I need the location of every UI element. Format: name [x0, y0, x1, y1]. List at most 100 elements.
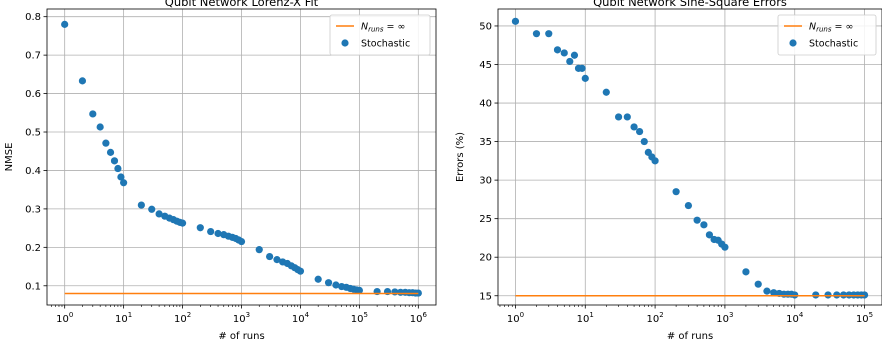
stochastic-point [623, 113, 631, 121]
x-tick-exponent: 0 [69, 311, 73, 319]
legend-label: Nruns = ∞ [361, 22, 405, 34]
x-tick-exponent: 4 [305, 311, 310, 319]
x-tick-base: 10 [507, 314, 520, 325]
y-tick-label: 40 [479, 99, 492, 110]
x-tick-label: 100 [507, 311, 524, 325]
x-tick-label: 104 [292, 311, 310, 325]
legend-label-main: N [361, 22, 368, 33]
x-tick-base: 10 [856, 314, 869, 325]
stochastic-point [578, 64, 586, 72]
legend-label-tail: = ∞ [832, 22, 854, 33]
x-tick-base: 10 [56, 314, 69, 325]
x-tick-base: 10 [786, 314, 799, 325]
stochastic-point [155, 210, 163, 218]
y-tick-label: 20 [479, 253, 492, 264]
stochastic-point [630, 123, 638, 131]
stochastic-point [824, 291, 832, 299]
y-tick-label: 0.4 [25, 166, 41, 177]
stochastic-point [754, 280, 762, 288]
stochastic-point [255, 246, 263, 254]
stochastic-point [839, 291, 848, 299]
y-tick-label: 35 [479, 137, 492, 148]
stochastic-point [700, 221, 708, 229]
legend-label: Stochastic [809, 39, 858, 50]
stochastic-point [636, 127, 644, 136]
stochastic-point [314, 275, 322, 283]
stochastic-point [324, 279, 333, 287]
chart-title: Qubit Network Lorenz-X Fit [165, 0, 319, 9]
y-tick-label: 0.2 [25, 243, 41, 254]
stochastic-point [237, 237, 246, 246]
stochastic-point [117, 173, 125, 181]
x-tick-base: 10 [174, 314, 187, 325]
stochastic-point [812, 291, 820, 299]
stochastic-point [532, 30, 541, 38]
y-tick-label: 50 [479, 21, 492, 32]
x-tick-base: 10 [410, 314, 423, 325]
stochastic-point [602, 88, 610, 96]
stochastic-point [266, 252, 274, 261]
stochastic-point [511, 17, 520, 25]
stochastic-point [742, 268, 750, 276]
stochastic-point [214, 229, 222, 238]
stochastic-point [296, 267, 305, 275]
x-tick-base: 10 [233, 314, 246, 325]
y-tick-label: 30 [479, 176, 492, 187]
legend-label-main: N [809, 22, 816, 33]
legend-label-main: Stochastic [809, 39, 858, 50]
stochastic-point [273, 256, 281, 264]
stochastic-point [684, 201, 693, 210]
stochastic-point [355, 286, 363, 294]
legend-label-sub: runs [368, 26, 384, 34]
x-tick-label: 102 [646, 311, 663, 325]
plot-frame [46, 8, 437, 306]
x-tick-exponent: 4 [799, 311, 804, 319]
x-tick-label: 103 [233, 311, 250, 325]
stochastic-point [791, 291, 799, 299]
y-tick-label: 15 [479, 291, 492, 302]
stochastic-point [651, 157, 659, 165]
stochastic-point [137, 201, 145, 209]
x-tick-exponent: 5 [364, 311, 368, 319]
stochastic-point [570, 51, 579, 59]
stochastic-point [693, 216, 701, 224]
stochastic-point [581, 74, 589, 82]
y-tick-label: 45 [479, 60, 492, 71]
legend-point-marker [789, 39, 797, 47]
x-tick-label: 105 [856, 311, 873, 325]
x-tick-exponent: 5 [869, 311, 873, 319]
stochastic-point [89, 110, 97, 118]
x-tick-base: 10 [716, 314, 729, 325]
stochastic-point [332, 281, 340, 289]
legend: Nruns = ∞ Stochastic [777, 14, 877, 56]
legend-label: Nruns = ∞ [809, 22, 853, 34]
stochastic-point [207, 227, 215, 236]
y-tick-label: 0.5 [25, 128, 41, 139]
stochastic-point [96, 123, 104, 131]
stochastic-point [553, 46, 562, 54]
y-tick-label: 0.3 [25, 204, 41, 215]
y-axis-label: Errors (%) [455, 132, 466, 182]
legend-point-marker [341, 39, 349, 47]
stochastic-point [196, 224, 204, 232]
chart-1: 100 101 102 103 104 105 1060.10.20.30.40.50.60… [4, 0, 437, 342]
stochastic-point [705, 231, 714, 239]
stochastic-point [560, 49, 568, 57]
stochastic-point [763, 287, 771, 295]
x-tick-label: 103 [716, 311, 733, 325]
x-axis-label: # of runs [667, 331, 713, 342]
stochastic-point [102, 139, 110, 147]
x-tick-label: 105 [351, 311, 368, 325]
chart-2: 100 101 102 103 104 1051520253035404550Qubit … [455, 0, 882, 342]
x-tick-exponent: 3 [729, 311, 733, 319]
x-tick-exponent: 6 [422, 311, 427, 319]
x-tick-label: 106 [410, 311, 428, 325]
stochastic-point [860, 291, 869, 299]
legend-label: Stochastic [361, 39, 410, 50]
stochastic-point [721, 243, 729, 251]
stochastic-point [770, 289, 778, 297]
legend-label-sub: runs [816, 26, 832, 34]
stochastic-point [640, 137, 648, 146]
x-tick-label: 104 [786, 311, 804, 325]
